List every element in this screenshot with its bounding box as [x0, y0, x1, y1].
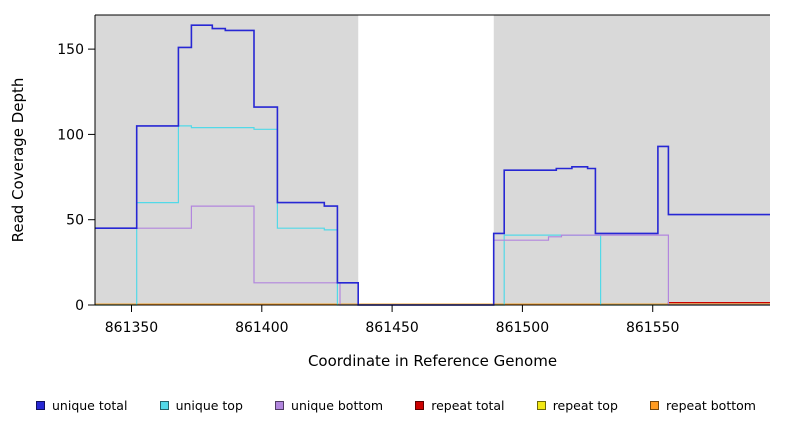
- legend-label: repeat top: [552, 398, 618, 413]
- legend-swatch: [275, 401, 285, 410]
- background-band: [95, 15, 359, 305]
- legend-label: repeat bottom: [666, 398, 756, 413]
- legend-swatch: [159, 401, 169, 410]
- y-axis-label: Read Coverage Depth: [9, 77, 27, 243]
- legend-label: unique bottom: [291, 398, 384, 413]
- legend-swatch: [650, 401, 660, 410]
- x-axis-label: Coordinate in Reference Genome: [307, 352, 558, 370]
- legend-swatch: [415, 401, 425, 410]
- legend-label: unique top: [175, 398, 243, 413]
- chart-plot-area: 861350 861400 861450 861500 861550 0 50 100 150: [57, 14, 770, 336]
- x-tick-label: 861350: [105, 320, 158, 336]
- legend-swatch: [36, 401, 45, 410]
- legend: unique total unique top unique bottom repea…: [0, 398, 792, 413]
- legend-item-unique-bottom: unique bottom: [275, 398, 383, 413]
- x-tick-label: 861500: [496, 320, 549, 336]
- y-tick-label: 0: [75, 298, 84, 314]
- background-band: [493, 15, 770, 305]
- x-tick-label: 861450: [365, 320, 418, 336]
- y-tick-label: 100: [57, 127, 84, 143]
- legend-label: unique total: [52, 398, 128, 413]
- legend-item-repeat-bottom: repeat bottom: [650, 398, 756, 413]
- x-tick-label: 861550: [626, 320, 679, 336]
- legend-item-unique-top: unique top: [159, 398, 243, 413]
- series-unique-total: [95, 24, 770, 306]
- y-tick-label: 50: [66, 213, 84, 229]
- legend-item-repeat-top: repeat top: [536, 398, 618, 413]
- x-tick-label: 861400: [235, 320, 288, 336]
- legend-label: repeat total: [431, 398, 505, 413]
- legend-item-repeat-total: repeat total: [415, 398, 505, 413]
- legend-item-unique-total: unique total: [36, 398, 127, 413]
- legend-swatch: [536, 401, 546, 410]
- y-tick-label: 150: [57, 42, 84, 58]
